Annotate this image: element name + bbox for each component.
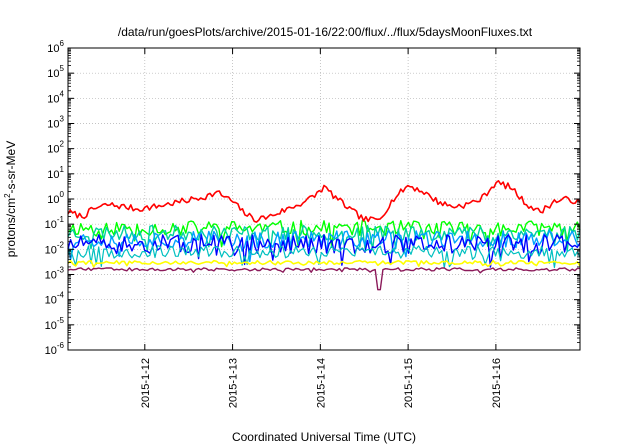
series-layer bbox=[67, 180, 581, 291]
x-tick-label: 2015-1-14 bbox=[315, 358, 327, 408]
y-axis-label-main: protons/cm bbox=[4, 198, 18, 257]
x-tick-label: 2015-1-12 bbox=[140, 358, 152, 408]
grid-lines bbox=[68, 48, 580, 350]
y-tick-label: 10-5 bbox=[45, 316, 65, 332]
y-tick-label: 100 bbox=[47, 190, 64, 206]
x-tick-label: 2015-1-13 bbox=[228, 358, 240, 408]
y-tick-label: 10-2 bbox=[45, 240, 65, 256]
x-tick-label: 2015-1-16 bbox=[491, 358, 503, 408]
y-tick-label: 105 bbox=[47, 64, 64, 80]
y-tick-label: 104 bbox=[47, 89, 64, 105]
y-tick-label: 102 bbox=[47, 140, 64, 156]
y-tick-label: 10-6 bbox=[45, 341, 65, 357]
y-tick-label: 106 bbox=[47, 39, 64, 55]
y-axis-label-rest: -s-sr-MeV bbox=[4, 141, 18, 194]
y-tick-label: 101 bbox=[47, 165, 64, 181]
y-tick-label: 10-3 bbox=[45, 266, 65, 282]
chart-title: /data/run/goesPlots/archive/2015-01-16/2… bbox=[118, 25, 533, 39]
y-axis-ticks: 10-6 10-5 10-4 10-3 10-2 10-1 100 101 102 103 104 1… bbox=[45, 39, 580, 357]
y-axis-label: protons/cm2-s-sr-MeV bbox=[3, 141, 18, 257]
series-line bbox=[67, 180, 581, 223]
y-tick-label: 10-1 bbox=[45, 215, 65, 231]
x-axis-ticks: 2015-1-12 2015-1-13 2015-1-14 2015-1-15 2015… bbox=[140, 48, 503, 408]
series-line bbox=[67, 259, 581, 268]
x-axis-label: Coordinated Universal Time (UTC) bbox=[232, 430, 416, 444]
series-line bbox=[67, 234, 581, 268]
y-tick-label: 10-4 bbox=[45, 291, 65, 307]
y-axis-label-sup: 2 bbox=[3, 193, 12, 198]
series-line bbox=[67, 267, 580, 291]
series-line bbox=[67, 245, 581, 269]
y-tick-label: 103 bbox=[47, 115, 64, 131]
x-tick-label: 2015-1-15 bbox=[403, 358, 415, 408]
